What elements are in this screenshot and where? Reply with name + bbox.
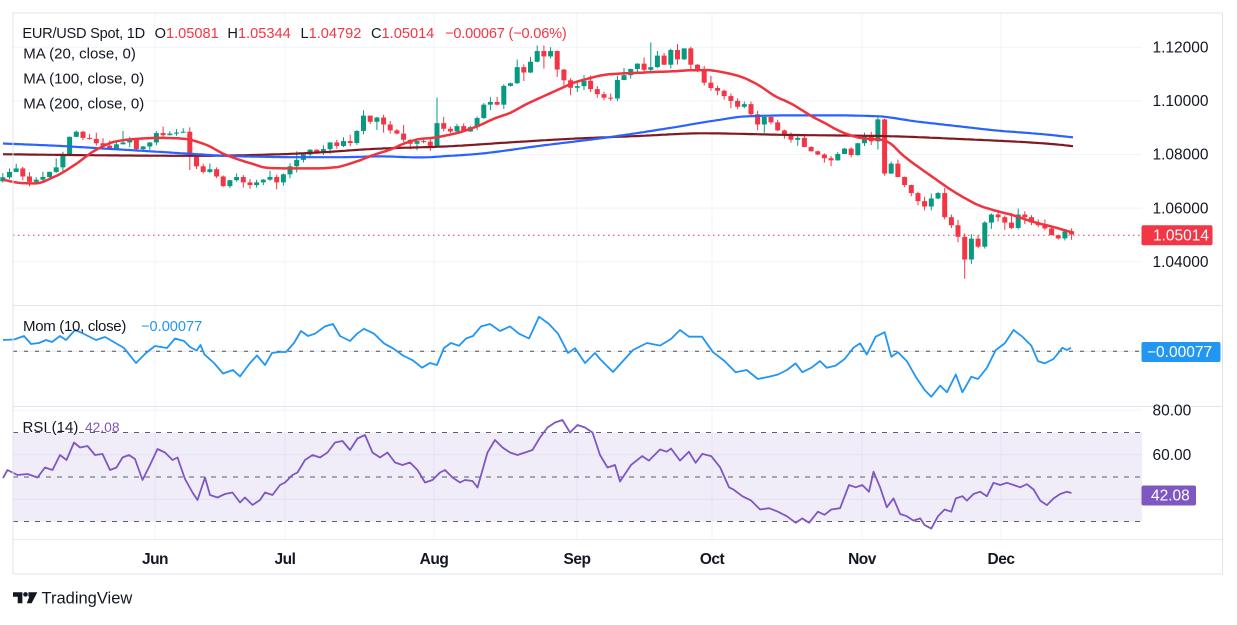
svg-text:1.10000: 1.10000 <box>1153 93 1209 110</box>
svg-text:EUR/USD Spot, 1D: EUR/USD Spot, 1D <box>22 26 145 42</box>
svg-text:Nov: Nov <box>848 551 877 568</box>
svg-text:42.08: 42.08 <box>85 420 120 435</box>
svg-text:Dec: Dec <box>988 551 1016 568</box>
svg-text:42.08: 42.08 <box>1151 488 1190 505</box>
svg-text:H1.05344: H1.05344 <box>227 26 290 42</box>
svg-text:Jul: Jul <box>275 551 296 568</box>
svg-text:Mom (10, close): Mom (10, close) <box>23 318 126 335</box>
svg-text:O1.05081: O1.05081 <box>155 26 219 42</box>
svg-text:1.12000: 1.12000 <box>1153 40 1209 57</box>
svg-text:60.00: 60.00 <box>1153 447 1192 464</box>
svg-text:1.04000: 1.04000 <box>1153 254 1209 271</box>
svg-text:MA (20, close, 0): MA (20, close, 0) <box>23 46 136 63</box>
svg-text:TradingView: TradingView <box>42 590 133 608</box>
svg-text:MA (100, close, 0): MA (100, close, 0) <box>23 71 144 88</box>
svg-text:Sep: Sep <box>564 551 591 568</box>
svg-text:1.06000: 1.06000 <box>1153 200 1209 217</box>
svg-text:MA (200, close, 0): MA (200, close, 0) <box>23 96 144 113</box>
svg-text:80.00: 80.00 <box>1153 402 1192 419</box>
svg-text:Jun: Jun <box>142 551 168 568</box>
svg-text:RSI (14): RSI (14) <box>23 419 79 436</box>
svg-text:Oct: Oct <box>700 551 725 568</box>
svg-text:1.08000: 1.08000 <box>1153 147 1209 164</box>
svg-text:1.05014: 1.05014 <box>1153 227 1209 244</box>
svg-text:L1.04792: L1.04792 <box>301 26 362 42</box>
svg-text:−0.00077: −0.00077 <box>141 319 202 335</box>
svg-text:C1.05014: C1.05014 <box>371 26 434 42</box>
svg-text:−0.00077: −0.00077 <box>1147 344 1212 361</box>
svg-text:−0.00067 (−0.06%): −0.00067 (−0.06%) <box>445 26 567 42</box>
svg-text:Aug: Aug <box>420 551 449 568</box>
